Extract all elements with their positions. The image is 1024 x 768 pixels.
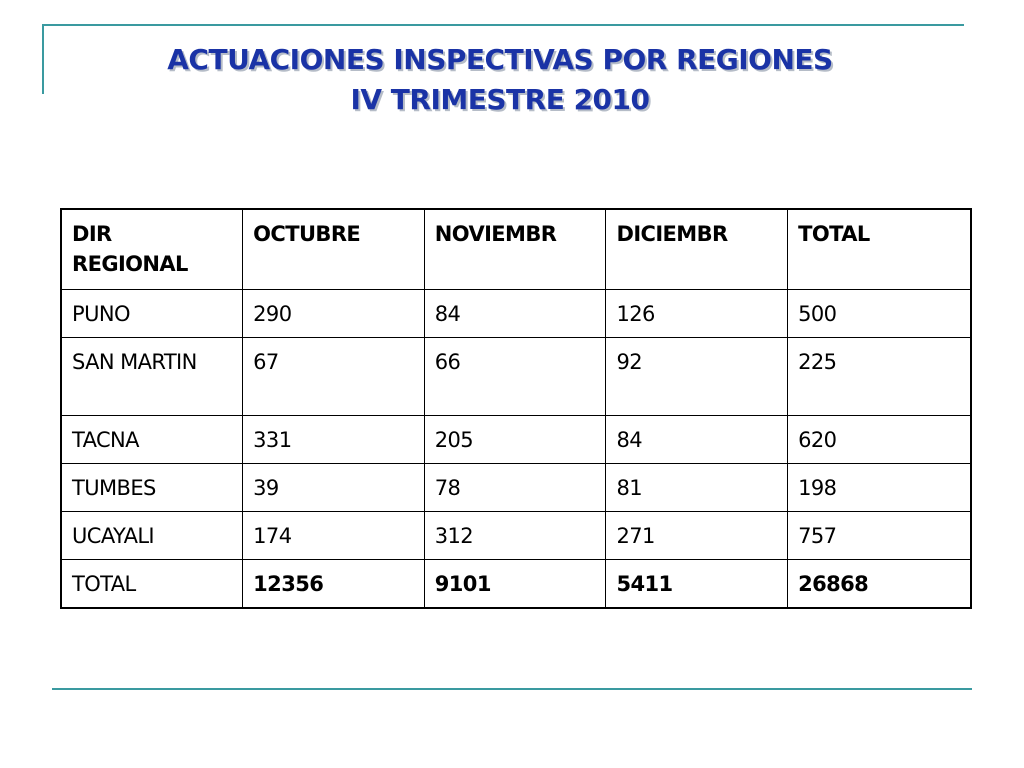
table-cell: TUMBES [60, 463, 244, 512]
title-line-2: IV TRIMESTRE 2010 [350, 83, 650, 116]
table-cell: TACNA [60, 415, 244, 464]
table-row: TUMBES 39 78 81 198 [60, 463, 972, 512]
table-cell: 620 [787, 415, 972, 464]
table-cell: 12356 [242, 559, 425, 609]
table-cell: 66 [423, 337, 607, 416]
table-cell: 78 [423, 463, 607, 512]
table-cell: 290 [242, 289, 425, 338]
header-cell: OCTUBRE [242, 208, 425, 290]
table-cell: UCAYALI [60, 511, 244, 560]
header-cell: DICIEMBR [605, 208, 789, 290]
header-cell: TOTAL [787, 208, 972, 290]
table-cell: 126 [605, 289, 789, 338]
header-cell: NOVIEMBR [423, 208, 607, 290]
table-cell: 500 [787, 289, 972, 338]
table-cell: 26868 [787, 559, 972, 609]
table-cell: 39 [242, 463, 425, 512]
table-cell: 205 [423, 415, 607, 464]
table-total-row: TOTAL 12356 9101 5411 26868 [60, 559, 972, 609]
table-cell: 331 [242, 415, 425, 464]
table-row: SAN MARTIN 67 66 92 225 [60, 337, 972, 416]
table-cell: PUNO [60, 289, 244, 338]
table-cell: 84 [423, 289, 607, 338]
table-cell: 757 [787, 511, 972, 560]
data-table: DIR REGIONAL OCTUBRE NOVIEMBR DICIEMBR T… [60, 208, 972, 609]
title-line-1: ACTUACIONES INSPECTIVAS POR REGIONES [167, 43, 833, 76]
decorative-bottom-line [52, 688, 972, 690]
header-cell: DIR REGIONAL [60, 208, 244, 290]
table-row: UCAYALI 174 312 271 757 [60, 511, 972, 560]
decorative-top-line [42, 24, 964, 26]
table-cell: 174 [242, 511, 425, 560]
slide-title: ACTUACIONES INSPECTIVAS POR REGIONES IV … [0, 40, 1000, 120]
table-cell: 67 [242, 337, 425, 416]
table-cell: 81 [605, 463, 789, 512]
table-cell: 225 [787, 337, 972, 416]
table-cell: 198 [787, 463, 972, 512]
table-cell: 92 [605, 337, 789, 416]
table-row: PUNO 290 84 126 500 [60, 289, 972, 338]
table-cell: 5411 [605, 559, 789, 609]
table-row: TACNA 331 205 84 620 [60, 415, 972, 464]
table-cell: 9101 [423, 559, 607, 609]
table-cell: 271 [605, 511, 789, 560]
table-header-row: DIR REGIONAL OCTUBRE NOVIEMBR DICIEMBR T… [60, 208, 972, 290]
table-cell: TOTAL [60, 559, 244, 609]
table-cell: SAN MARTIN [60, 337, 244, 416]
decorative-vertical-line [42, 24, 44, 94]
table-cell: 84 [605, 415, 789, 464]
table-cell: 312 [423, 511, 607, 560]
